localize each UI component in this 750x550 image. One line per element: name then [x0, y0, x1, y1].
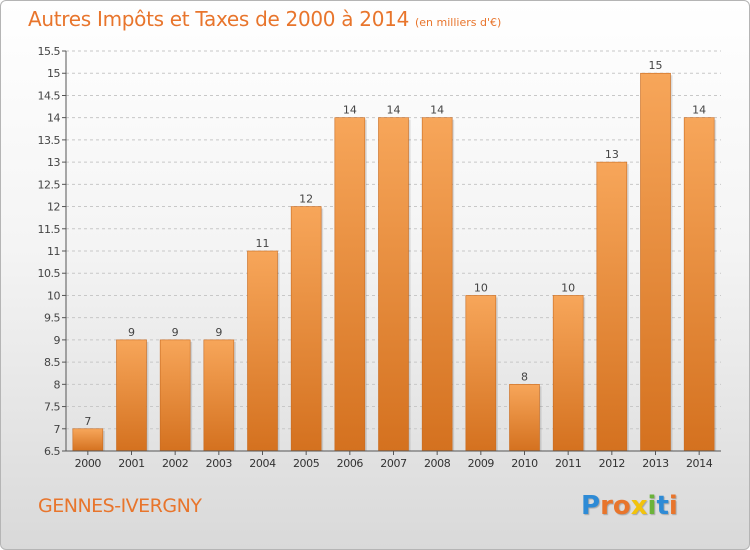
y-tick-label: 10.5 — [38, 267, 61, 280]
data-label: 10 — [474, 281, 488, 294]
bar — [203, 339, 235, 452]
bar — [159, 339, 191, 452]
brand-letter: t — [656, 491, 669, 521]
data-label: 15 — [649, 59, 663, 72]
data-label: 9 — [172, 326, 179, 339]
y-tick-label: 7 — [54, 423, 61, 436]
bar — [640, 72, 671, 452]
bars — [72, 72, 717, 452]
x-tick-label: 2008 — [424, 457, 451, 470]
x-tick-label: 2012 — [599, 457, 625, 470]
data-label: 9 — [128, 326, 135, 339]
x-tick-label: 2010 — [511, 457, 538, 470]
y-tick-label: 11.5 — [38, 223, 61, 236]
brand-letter: r — [600, 491, 613, 521]
chart-title-text: Autres Impôts et Taxes de 2000 à 2014 — [28, 7, 409, 31]
data-label: 9 — [215, 326, 222, 339]
y-tick-label: 9.5 — [44, 312, 60, 325]
bar — [290, 206, 322, 452]
y-tick-label: 7.5 — [44, 401, 60, 414]
bar — [509, 384, 540, 452]
y-tick-label: 10 — [47, 289, 60, 302]
data-label: 13 — [605, 148, 619, 161]
data-label: 14 — [692, 104, 706, 117]
x-tick-label: 2009 — [468, 457, 495, 470]
brand-logo: Proxiti — [581, 491, 678, 521]
y-tick-label: 14 — [47, 112, 60, 125]
y-tick-label: 11 — [47, 245, 60, 258]
brand-letter: x — [630, 491, 648, 521]
bar — [683, 117, 715, 452]
x-tick-label: 2014 — [686, 457, 713, 470]
commune-name: GENNES-IVERGNY — [38, 495, 202, 517]
bar — [378, 117, 409, 452]
y-tick-label: 9 — [54, 334, 61, 347]
data-label: 8 — [521, 370, 528, 383]
x-tick-label: 2001 — [118, 457, 144, 470]
y-tick-label: 15 — [47, 67, 60, 80]
data-label: 11 — [256, 237, 270, 250]
axes — [62, 50, 721, 455]
bar — [421, 117, 453, 452]
data-label: 14 — [387, 104, 401, 117]
bar — [596, 161, 628, 452]
bar — [334, 117, 366, 452]
x-tick-label: 2007 — [380, 457, 407, 470]
y-tick-label: 8.5 — [44, 356, 60, 369]
x-tick-label: 2011 — [555, 457, 581, 470]
labels: 6.5 7 7.5 8 8.5 9 9.5 10 10.5 11 11.5 12 12.5 13 13.5 1… — [38, 45, 714, 470]
x-tick-label: 2005 — [293, 457, 320, 470]
data-label: 10 — [561, 281, 575, 294]
x-tick-label: 2006 — [337, 457, 364, 470]
bar — [552, 295, 584, 452]
y-tick-label: 14.5 — [38, 89, 61, 102]
bar — [72, 428, 104, 452]
x-tick-label: 2004 — [249, 457, 276, 470]
brand-letter: i — [647, 491, 657, 521]
bar — [465, 295, 497, 452]
y-tick-label: 13.5 — [38, 134, 61, 147]
bar — [247, 250, 278, 452]
x-tick-label: 2002 — [162, 457, 188, 470]
x-tick-label: 2013 — [642, 457, 669, 470]
brand-letter: o — [612, 491, 631, 521]
x-tick-label: 2000 — [75, 457, 102, 470]
y-tick-label: 8 — [54, 378, 61, 391]
data-label: 7 — [84, 415, 91, 428]
y-tick-label: 12.5 — [38, 178, 61, 191]
y-tick-label: 13 — [47, 156, 60, 169]
y-tick-label: 6.5 — [44, 445, 60, 458]
data-label: 14 — [430, 104, 444, 117]
chart-title: Autres Impôts et Taxes de 2000 à 2014 (en… — [28, 7, 501, 31]
bar — [116, 339, 147, 452]
chart-unit: (en milliers d'€) — [415, 16, 502, 29]
data-label: 14 — [343, 104, 357, 117]
brand-letter: i — [668, 491, 678, 521]
y-tick-label: 15.5 — [38, 45, 61, 58]
x-tick-label: 2003 — [206, 457, 233, 470]
y-tick-label: 12 — [47, 201, 60, 214]
data-label: 12 — [299, 193, 313, 206]
brand-letter: P — [581, 491, 601, 521]
